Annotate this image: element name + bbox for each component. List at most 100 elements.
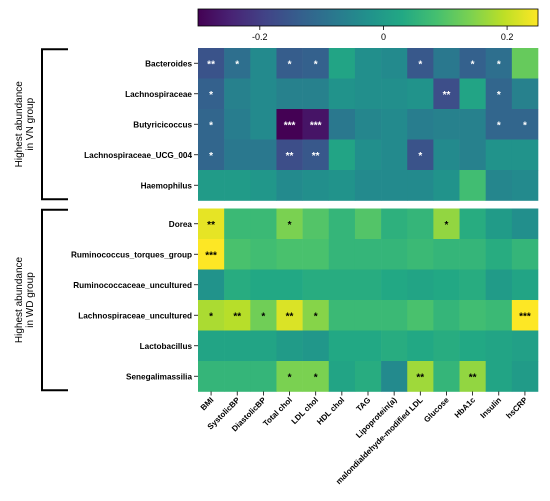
heatmap-cell bbox=[407, 269, 434, 301]
heatmap-cell bbox=[511, 109, 539, 140]
heatmap-cell bbox=[198, 170, 225, 201]
heatmap-cell bbox=[328, 269, 356, 301]
heatmap-cell bbox=[381, 48, 408, 79]
column-label: HDL chol bbox=[315, 396, 346, 427]
heatmap-cell bbox=[276, 300, 303, 331]
heatmap-cell bbox=[354, 300, 382, 331]
heatmap-cell bbox=[328, 170, 356, 201]
heatmap-cell bbox=[224, 330, 251, 362]
heatmap-cell bbox=[250, 139, 277, 171]
heatmap-cell bbox=[224, 208, 251, 240]
heatmap-cell bbox=[276, 239, 303, 270]
significance-mark: * bbox=[209, 311, 213, 322]
heatmap-cell bbox=[485, 330, 513, 362]
heatmap-cell bbox=[511, 170, 539, 201]
heatmap-cell bbox=[276, 78, 303, 110]
heatmap-cell bbox=[381, 109, 408, 140]
row-label: Senegalimassilia bbox=[126, 372, 192, 381]
heatmap-cell bbox=[511, 239, 539, 270]
heatmap-cell bbox=[198, 239, 225, 270]
heatmap-cell bbox=[433, 109, 460, 140]
significance-mark: ** bbox=[286, 311, 294, 322]
heatmap-cell bbox=[407, 330, 434, 362]
heatmap-cell bbox=[511, 139, 539, 171]
column-label: BMI bbox=[199, 396, 216, 413]
heatmap-cell bbox=[459, 239, 486, 270]
row-label: Butyricicoccus bbox=[133, 120, 192, 129]
heatmap-cell bbox=[224, 269, 251, 301]
heatmap-cell bbox=[459, 269, 486, 301]
significance-mark: * bbox=[497, 90, 501, 101]
heatmap-cell bbox=[459, 109, 486, 140]
heatmap-cell bbox=[433, 361, 460, 392]
heatmap-cell bbox=[302, 300, 330, 331]
heatmap-cell bbox=[354, 78, 382, 110]
column-label: hsCRP bbox=[504, 395, 529, 420]
heatmap-cell bbox=[302, 170, 330, 201]
heatmap-cell bbox=[511, 269, 539, 301]
heatmap-cell bbox=[302, 239, 330, 270]
heatmap-cell bbox=[485, 48, 513, 79]
heatmap-cell bbox=[224, 170, 251, 201]
heatmap-cell bbox=[354, 170, 382, 201]
significance-mark: * bbox=[288, 372, 292, 383]
heatmap-cell bbox=[250, 48, 277, 79]
heatmap-cell bbox=[485, 361, 513, 392]
heatmap-cell bbox=[354, 109, 382, 140]
heatmap-cell bbox=[250, 208, 277, 240]
heatmap-cell bbox=[459, 139, 486, 171]
significance-mark: * bbox=[445, 220, 449, 231]
colorbar-gradient bbox=[197, 8, 539, 27]
significance-mark: ** bbox=[443, 90, 451, 101]
heatmap-cell bbox=[407, 48, 434, 79]
heatmap-cell bbox=[328, 330, 356, 362]
heatmap-cell bbox=[381, 330, 408, 362]
significance-mark: ** bbox=[233, 311, 241, 322]
significance-mark: * bbox=[418, 59, 422, 70]
column-label: Glucose bbox=[422, 395, 451, 424]
heatmap-cell bbox=[276, 48, 303, 79]
heatmap-cell bbox=[485, 208, 513, 240]
significance-mark: ** bbox=[207, 59, 215, 70]
significance-mark: * bbox=[209, 90, 213, 101]
significance-mark: ** bbox=[312, 151, 320, 162]
heatmap-cell bbox=[276, 208, 303, 240]
heatmap-cell bbox=[302, 109, 330, 140]
colorbar-tick-label: 0.2 bbox=[501, 32, 514, 42]
heatmap-cell bbox=[276, 330, 303, 362]
heatmap-cell bbox=[511, 361, 539, 392]
heatmap-cell bbox=[407, 139, 434, 171]
heatmap-cell bbox=[328, 239, 356, 270]
heatmap-cell bbox=[511, 48, 539, 79]
row-label: Bacteroides bbox=[145, 59, 192, 68]
heatmap-cell bbox=[250, 78, 277, 110]
heatmap-cell bbox=[302, 269, 330, 301]
colorbar-tick-label: 0 bbox=[381, 32, 386, 42]
heatmap-cell bbox=[407, 78, 434, 110]
heatmap-cell bbox=[198, 300, 225, 331]
row-labels: Bacteroides Lachnospiraceae Butyricicoccus… bbox=[71, 59, 198, 381]
heatmap-cell bbox=[250, 109, 277, 140]
heatmap-cell bbox=[381, 139, 408, 171]
heatmap-cell bbox=[459, 78, 486, 110]
heatmap-cell bbox=[250, 269, 277, 301]
heatmap-cell bbox=[381, 208, 408, 240]
significance-mark: * bbox=[288, 59, 292, 70]
row-label: Lachnospiraceae_UCG_004 bbox=[84, 151, 192, 160]
heatmap-cell bbox=[328, 48, 356, 79]
heatmap-cell bbox=[511, 78, 539, 110]
heatmap-cell bbox=[354, 330, 382, 362]
heatmap-cell bbox=[224, 109, 251, 140]
significance-marks: ** * * * * * ** ** ** *** *** * ** ** ** *** * ***** ** * **… bbox=[205, 59, 531, 383]
heatmap-cell bbox=[250, 330, 277, 362]
heatmap-cell bbox=[407, 300, 434, 331]
heatmap-cell bbox=[433, 239, 460, 270]
heatmap-cell bbox=[224, 239, 251, 270]
group-label: Highest abundancein WD group bbox=[14, 256, 36, 343]
significance-mark: * bbox=[209, 151, 213, 162]
heatmap-cell bbox=[198, 109, 225, 140]
significance-mark: * bbox=[497, 59, 501, 70]
group-bracket bbox=[41, 48, 68, 201]
